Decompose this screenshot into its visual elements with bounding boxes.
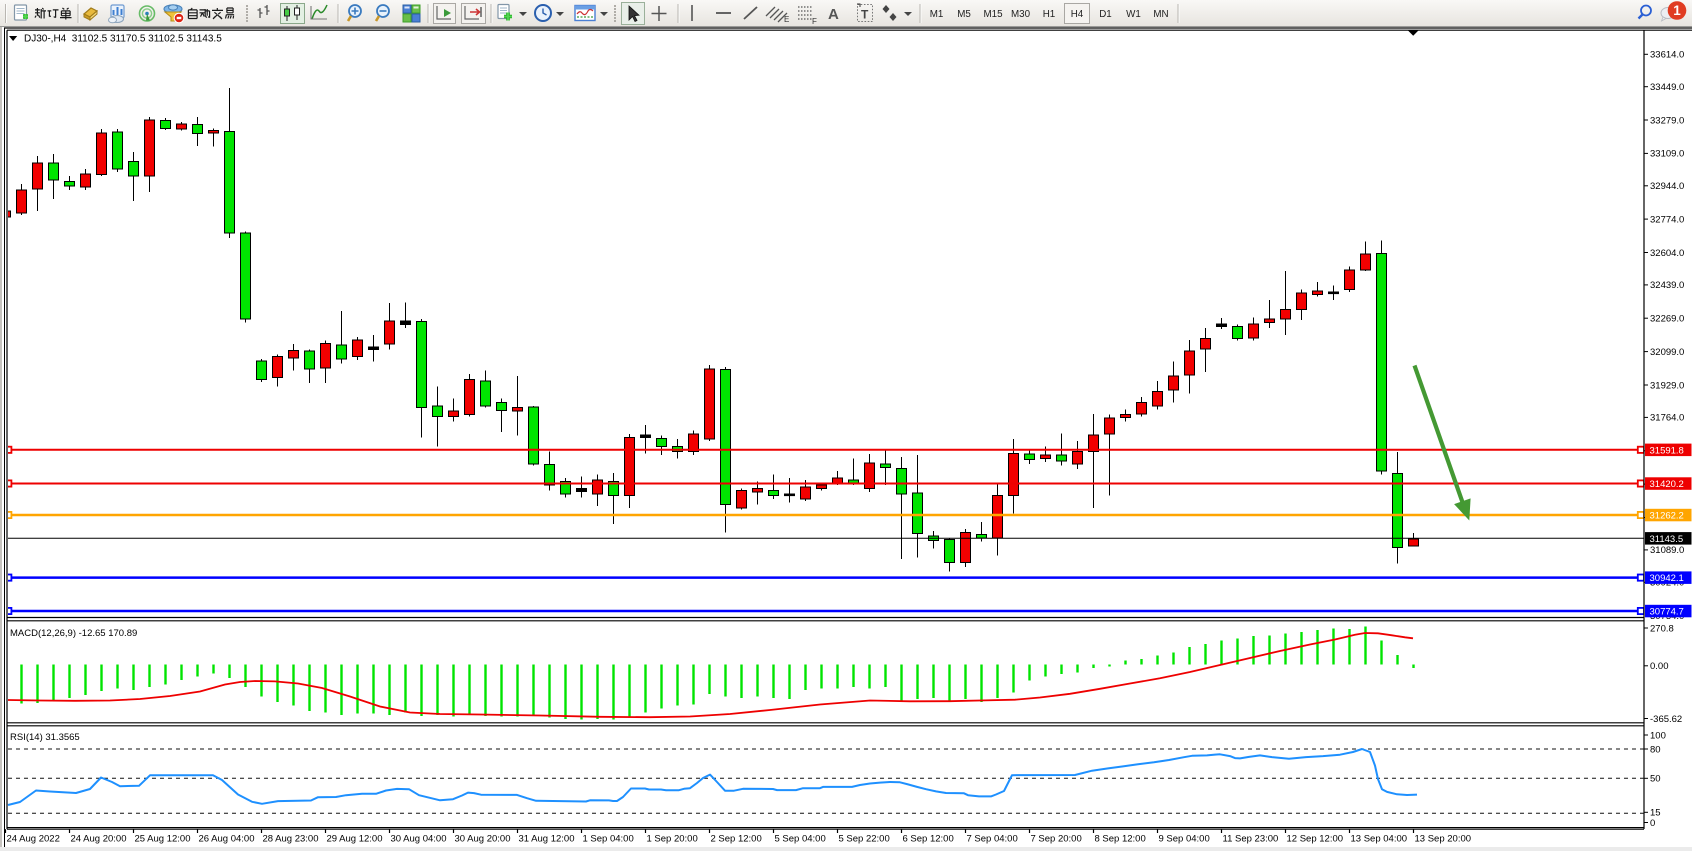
svg-text:-365.62: -365.62: [1650, 714, 1682, 725]
svg-text:M5: M5: [957, 9, 971, 20]
svg-text:15: 15: [1650, 808, 1661, 819]
svg-text:25 Aug 12:00: 25 Aug 12:00: [135, 834, 191, 845]
svg-text:30774.7: 30774.7: [1650, 607, 1684, 618]
svg-text:13 Sep 20:00: 13 Sep 20:00: [1415, 834, 1472, 845]
svg-text:32099.0: 32099.0: [1650, 347, 1684, 358]
svg-text:9 Sep 04:00: 9 Sep 04:00: [1159, 834, 1210, 845]
svg-text:D1: D1: [1099, 9, 1112, 20]
svg-text:M30: M30: [1011, 9, 1031, 20]
svg-text:32604.0: 32604.0: [1650, 248, 1684, 259]
svg-text:RSI(14) 31.3565: RSI(14) 31.3565: [10, 732, 80, 743]
svg-text:30 Aug 20:00: 30 Aug 20:00: [455, 834, 511, 845]
svg-text:24 Aug 2022: 24 Aug 2022: [7, 834, 60, 845]
svg-text:W1: W1: [1126, 9, 1141, 20]
svg-text:F: F: [812, 17, 817, 26]
svg-text:270.8: 270.8: [1650, 623, 1674, 634]
svg-text:7 Sep 20:00: 7 Sep 20:00: [1031, 834, 1082, 845]
svg-text:28 Aug 23:00: 28 Aug 23:00: [263, 834, 319, 845]
svg-text:26 Aug 04:00: 26 Aug 04:00: [199, 834, 255, 845]
svg-text:H1: H1: [1043, 9, 1056, 20]
svg-text:33109.0: 33109.0: [1650, 149, 1684, 160]
svg-text:T: T: [861, 8, 869, 22]
svg-text:80: 80: [1650, 744, 1661, 755]
svg-text:50: 50: [1650, 774, 1661, 785]
svg-text:32774.0: 32774.0: [1650, 214, 1684, 225]
svg-text:5 Sep 04:00: 5 Sep 04:00: [775, 834, 826, 845]
svg-text:6 Sep 12:00: 6 Sep 12:00: [903, 834, 954, 845]
svg-text:31929.0: 31929.0: [1650, 380, 1684, 391]
svg-text:33449.0: 33449.0: [1650, 82, 1684, 93]
svg-text:E: E: [784, 15, 789, 24]
svg-text:M1: M1: [930, 9, 944, 20]
svg-text:29 Aug 12:00: 29 Aug 12:00: [327, 834, 383, 845]
svg-text:31591.8: 31591.8: [1650, 445, 1684, 456]
svg-text:100: 100: [1650, 730, 1666, 741]
svg-text:0: 0: [1650, 818, 1655, 829]
svg-text:11 Sep 23:00: 11 Sep 23:00: [1223, 834, 1279, 845]
svg-text:12 Sep 12:00: 12 Sep 12:00: [1287, 834, 1344, 845]
svg-text:31089.0: 31089.0: [1650, 545, 1684, 556]
svg-text:31262.2: 31262.2: [1650, 511, 1684, 522]
svg-text:DJ30-,H4 31102.5 31170.5 3110: DJ30-,H4 31102.5 31170.5 31102.5 31143.5: [24, 34, 222, 45]
svg-text:30942.1: 30942.1: [1650, 573, 1684, 584]
svg-text:1 Sep 04:00: 1 Sep 04:00: [583, 834, 634, 845]
svg-text:0.00: 0.00: [1650, 661, 1669, 672]
svg-text:MACD(12,26,9) -12.65 170.89: MACD(12,26,9) -12.65 170.89: [10, 628, 137, 639]
svg-text:32944.0: 32944.0: [1650, 181, 1684, 192]
svg-text:24 Aug 20:00: 24 Aug 20:00: [71, 834, 127, 845]
svg-text:5 Sep 22:00: 5 Sep 22:00: [839, 834, 890, 845]
svg-text:7 Sep 04:00: 7 Sep 04:00: [967, 834, 1018, 845]
svg-text:31143.5: 31143.5: [1650, 534, 1684, 545]
svg-text:H4: H4: [1071, 9, 1084, 20]
svg-text:13 Sep 04:00: 13 Sep 04:00: [1351, 834, 1408, 845]
svg-text:30 Aug 04:00: 30 Aug 04:00: [391, 834, 447, 845]
svg-text:33279.0: 33279.0: [1650, 115, 1684, 126]
svg-text:1 Sep 20:00: 1 Sep 20:00: [647, 834, 698, 845]
svg-text:32439.0: 32439.0: [1650, 280, 1684, 291]
svg-text:2 Sep 12:00: 2 Sep 12:00: [711, 834, 762, 845]
svg-text:31420.2: 31420.2: [1650, 479, 1684, 490]
svg-text:32269.0: 32269.0: [1650, 314, 1684, 325]
svg-text:A: A: [828, 6, 839, 23]
svg-text:33614.0: 33614.0: [1650, 50, 1684, 61]
svg-text:31764.0: 31764.0: [1650, 413, 1684, 424]
svg-text:M15: M15: [983, 9, 1003, 20]
svg-text:8 Sep 12:00: 8 Sep 12:00: [1095, 834, 1146, 845]
svg-text:31 Aug 12:00: 31 Aug 12:00: [519, 834, 575, 845]
svg-text:MN: MN: [1153, 9, 1168, 20]
svg-text:1: 1: [1673, 3, 1681, 18]
